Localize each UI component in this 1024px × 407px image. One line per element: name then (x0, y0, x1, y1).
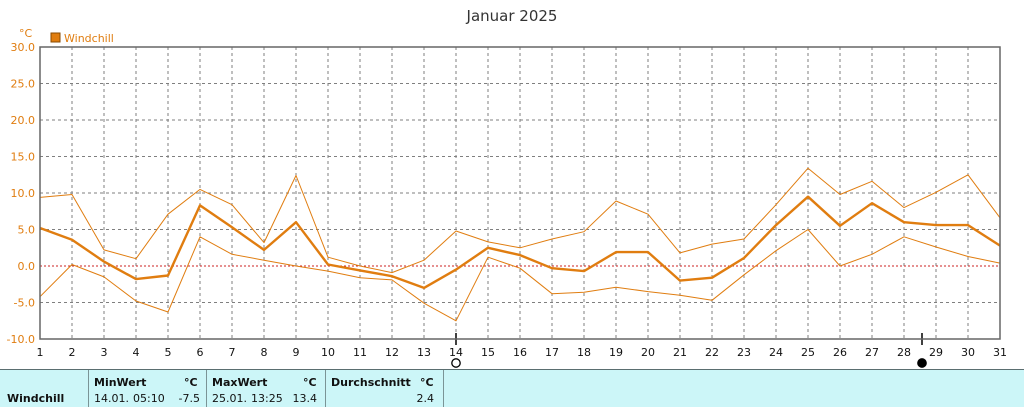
x-tick-label: 30 (961, 346, 975, 359)
min-date: 14.01. (94, 392, 129, 405)
full-moon-icon (451, 358, 461, 368)
x-tick-label: 2 (69, 346, 76, 359)
max-header: MaxWert (212, 376, 268, 389)
x-tick-label: 21 (673, 346, 687, 359)
x-tick-label: 12 (385, 346, 399, 359)
x-tick-label: 24 (769, 346, 783, 359)
x-tick-label: 10 (321, 346, 335, 359)
x-tick-label: 26 (833, 346, 847, 359)
min-header: MinWert (94, 376, 147, 389)
x-tick-label: 3 (101, 346, 108, 359)
x-tick-label: 4 (133, 346, 140, 359)
gridlines (40, 47, 1000, 339)
x-tick-label: 27 (865, 346, 879, 359)
y-tick-label: 25.0 (11, 78, 36, 91)
x-tick-label: 18 (577, 346, 591, 359)
y-axis-unit: °C (19, 27, 33, 40)
x-tick-label: 9 (293, 346, 300, 359)
x-tick-label: 20 (641, 346, 655, 359)
x-tick-label: 11 (353, 346, 367, 359)
y-tick-label: 5.0 (18, 224, 36, 237)
new-moon-icon (917, 358, 927, 368)
max-date: 25.01. (212, 392, 247, 405)
x-tick-label: 13 (417, 346, 431, 359)
y-axis-ticks: 30.0 25.0 20.0 15.0 10.0 5.0 0.0 -5.0 -10.0 (7, 41, 35, 346)
legend-swatch (50, 32, 61, 43)
x-tick-label: 17 (545, 346, 559, 359)
moon-phase-markers (451, 333, 927, 368)
max-unit: °C (303, 376, 317, 389)
y-tick-label: -10.0 (7, 333, 35, 346)
x-tick-label: 19 (609, 346, 623, 359)
stats-row-label: Windchill (7, 392, 65, 405)
x-tick-label: 5 (165, 346, 172, 359)
x-tick-label: 28 (897, 346, 911, 359)
min-time: 05:10 (133, 392, 165, 405)
x-tick-label: 15 (481, 346, 495, 359)
x-tick-label: 7 (229, 346, 236, 359)
series-line-max (39, 167, 1001, 274)
x-tick-label: 16 (513, 346, 527, 359)
x-tick-label: 31 (993, 346, 1007, 359)
series-line-average (39, 195, 1001, 290)
stats-panel: Windchill MinWert °C 14.01. 05:10 -7.5 M… (0, 369, 1024, 407)
x-tick-label: 22 (705, 346, 719, 359)
max-value: 13.4 (292, 392, 318, 405)
x-axis-ticks: 1 2 3 4 5 6 7 8 9 10 11 12 13 14 15 16 17 18 19 20 21 22 23 24 2… (37, 346, 1008, 359)
avg-header: Durchschnitt (331, 376, 411, 389)
x-tick-label: 23 (737, 346, 751, 359)
y-tick-label: 0.0 (18, 260, 36, 273)
series-line-min (39, 229, 1001, 322)
x-tick-label: 1 (37, 346, 44, 359)
plot-area-frame (39, 46, 1001, 340)
chart: Januar 2025 °C Windchill 30.025.020.015.… (7, 7, 1008, 368)
min-value: -7.5 (178, 392, 200, 405)
x-tick-label: 25 (801, 346, 815, 359)
y-tick-label: -5.0 (14, 297, 35, 310)
avg-value: 2.4 (416, 392, 435, 405)
y-tick-label: 15.0 (11, 151, 36, 164)
y-tick-label: 20.0 (11, 114, 36, 127)
y-tick-label: 10.0 (11, 187, 36, 200)
chart-title: Januar 2025 (466, 7, 558, 25)
x-tick-label: 6 (197, 346, 204, 359)
x-tick-label: 14 (449, 346, 463, 359)
legend-label: Windchill (64, 32, 114, 45)
avg-unit: °C (420, 376, 434, 389)
min-unit: °C (184, 376, 198, 389)
max-time: 13:25 (251, 392, 283, 405)
series-lines (39, 167, 1001, 322)
x-tick-label: 29 (929, 346, 943, 359)
y-tick-label: 30.0 (11, 41, 36, 54)
x-tick-label: 8 (261, 346, 268, 359)
